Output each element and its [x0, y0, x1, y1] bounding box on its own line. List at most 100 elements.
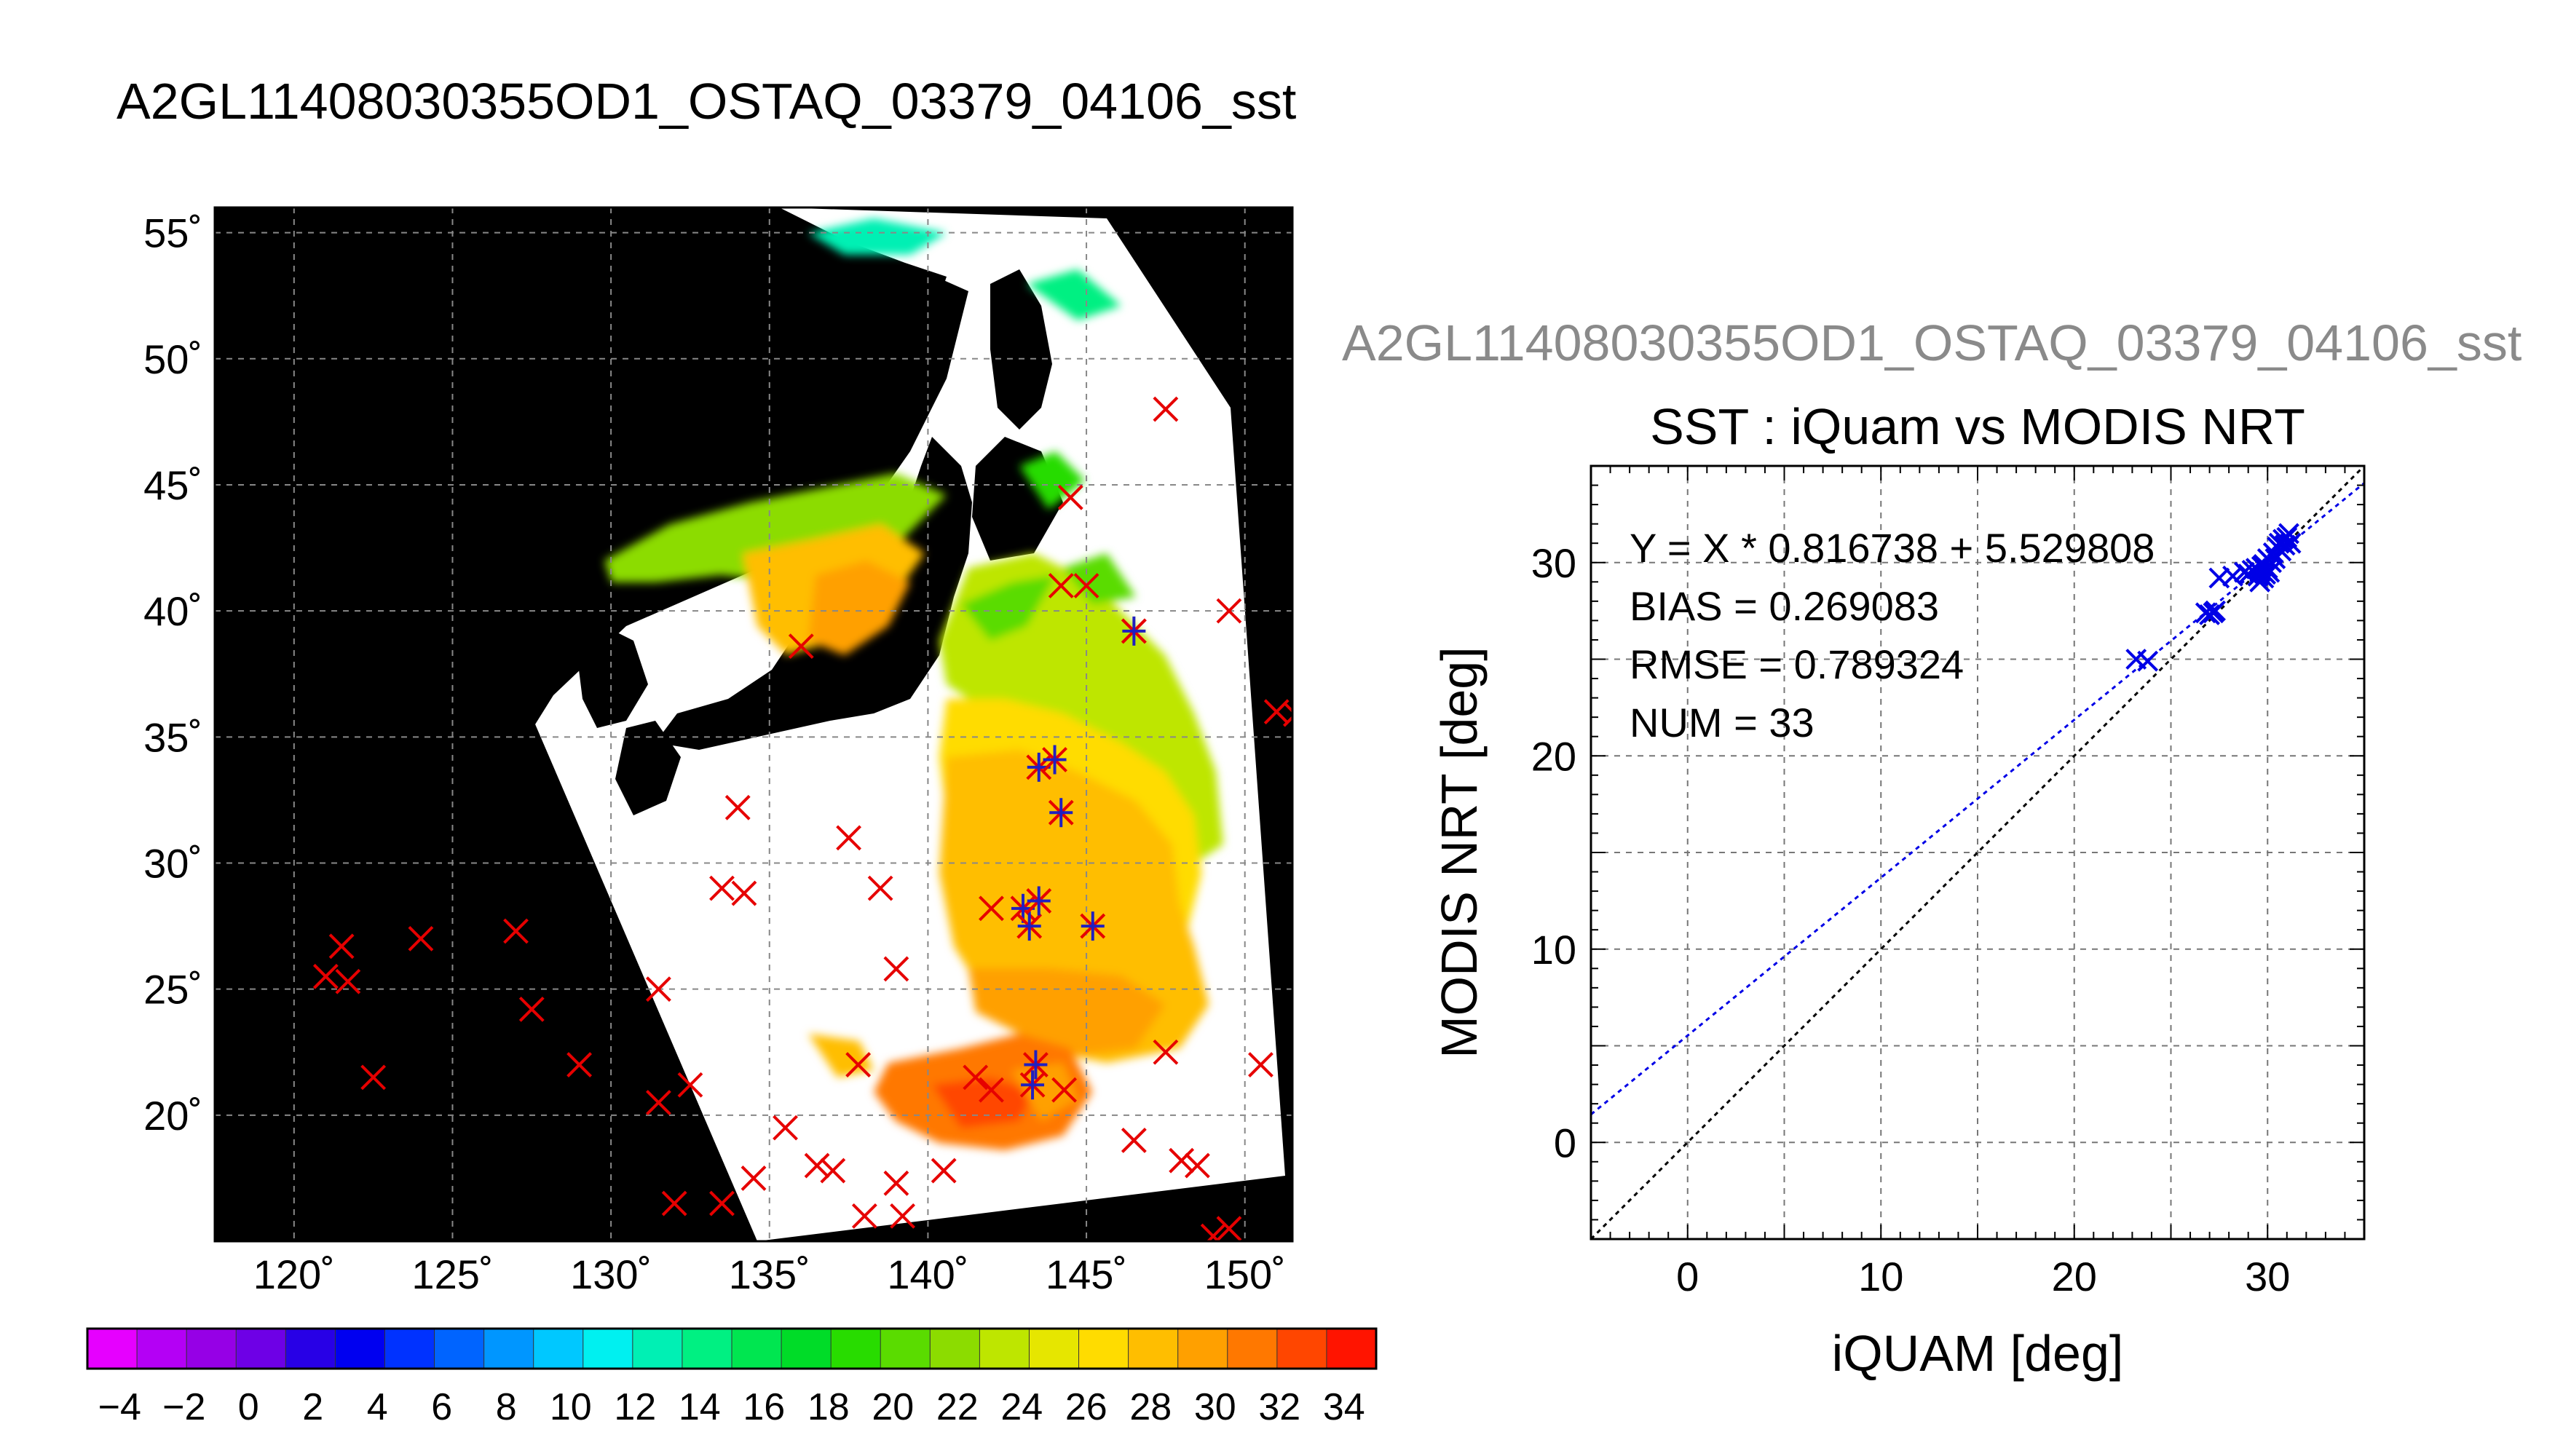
colorbar-cell	[731, 1328, 783, 1369]
map-match-point-red	[645, 976, 671, 1002]
map-match-point-red	[1282, 701, 1292, 727]
scatter-y-tick-label: 30	[1531, 540, 1576, 586]
map-match-point-red	[1200, 1223, 1226, 1241]
map-match-point-red	[518, 996, 545, 1022]
colorbar-tick-label: −4	[98, 1386, 141, 1428]
scatter-ylabel: MODIS NRT [deg]	[1431, 646, 1488, 1058]
page-title: A2GL11408030355OD1_OSTAQ_03379_04106_sst	[117, 73, 1296, 130]
map-match-point-blue	[1048, 798, 1074, 828]
colorbar-cell	[1227, 1328, 1279, 1369]
colorbar-tick-label: 0	[238, 1386, 259, 1428]
map-match-point-red	[820, 1158, 846, 1184]
scatter-point	[2205, 600, 2226, 622]
scatter-x-tick-label: 0	[1676, 1254, 1699, 1299]
map-match-point-blue	[1016, 911, 1043, 941]
colorbar-cell	[632, 1328, 684, 1369]
colorbar-tick-label: 12	[614, 1386, 656, 1428]
map-match-point-red	[1184, 1152, 1210, 1179]
scatter-y-tick-label: 20	[1531, 733, 1576, 779]
scatter-grid	[1591, 466, 2364, 1239]
colorbar-cell	[136, 1328, 188, 1369]
map-match-point-blue	[1019, 1070, 1046, 1100]
colorbar-tick-label: 18	[807, 1386, 850, 1428]
map-match-point-red	[328, 933, 355, 960]
map-match-point-blue	[1121, 616, 1147, 646]
map-match-point-red	[408, 925, 434, 951]
colorbar-cell	[434, 1328, 486, 1369]
colorbar-tick-label: 30	[1194, 1386, 1236, 1428]
map-match-point-red	[566, 1052, 593, 1077]
map-lat-tick-label: 25˚	[143, 967, 202, 1013]
scatter-x-tick-label: 20	[2052, 1254, 2097, 1299]
scatter-point	[2274, 534, 2296, 556]
map-match-point-red	[312, 963, 339, 989]
land-sakhalin	[990, 269, 1052, 430]
map-match-point-red	[963, 1064, 989, 1091]
land-mainland	[215, 207, 947, 1241]
colorbar-tick-label: 26	[1065, 1386, 1107, 1428]
colorbar-cell	[533, 1328, 585, 1369]
map-match-point-red	[1153, 1039, 1179, 1065]
map-match-point-red	[931, 1158, 957, 1184]
map-match-point-red	[979, 1077, 1004, 1103]
map-match-point-blue	[1026, 886, 1052, 916]
map-match-point-red	[1073, 573, 1099, 598]
scatter-panel: A2GL11408030355OD1_OSTAQ_03379_04106_sst…	[1342, 314, 2522, 1382]
identity-line	[1591, 466, 2364, 1239]
map-lon-tick-label: 145˚	[1046, 1251, 1127, 1297]
map-match-point-red	[503, 918, 529, 944]
scatter-point	[2256, 548, 2278, 569]
map-match-point-red	[851, 1203, 877, 1229]
colorbar-tick-label: 24	[1000, 1386, 1043, 1428]
map-match-point-red	[677, 1072, 703, 1098]
map-match-point-blue	[1042, 745, 1067, 775]
colorbar-cell	[285, 1328, 336, 1369]
map-match-point-red	[788, 633, 814, 660]
map-match-point-red	[360, 1064, 387, 1091]
map-lat-tick-label: 20˚	[143, 1093, 202, 1139]
colorbar-cell	[1326, 1328, 1378, 1369]
colorbar-cell	[334, 1328, 386, 1369]
map-lon-tick-label: 150˚	[1204, 1251, 1286, 1297]
sst-map-panel: 20˚ 25˚ 30˚ 35˚ 40˚ 45˚ 50˚ 55˚ 120˚ 125˚ 130˚ 135…	[143, 206, 1294, 1297]
map-match-point-red	[883, 956, 909, 982]
colorbar-cell	[880, 1328, 931, 1369]
map-match-point-red	[1216, 1216, 1242, 1241]
colorbar-tick-label: 8	[496, 1386, 517, 1428]
scatter-point	[2137, 650, 2159, 672]
map-match-point-blue	[1080, 911, 1106, 941]
colorbar-cell	[682, 1328, 733, 1369]
map-lon-tick-label: 125˚	[411, 1251, 493, 1297]
colorbar-cell	[583, 1328, 634, 1369]
colorbar-tick-label: 6	[431, 1386, 452, 1428]
scatter-header: A2GL11408030355OD1_OSTAQ_03379_04106_sst	[1342, 314, 2522, 371]
scatter-point	[2249, 571, 2271, 593]
map-match-point-red	[731, 880, 757, 906]
scatter-y-tick-label: 10	[1531, 927, 1576, 973]
colorbar-cell	[235, 1328, 287, 1369]
colorbar-cell	[929, 1328, 981, 1369]
colorbar-cell	[1177, 1328, 1229, 1369]
colorbar-tick-label: 32	[1258, 1386, 1300, 1428]
scatter-point	[2280, 532, 2302, 554]
colorbar-cell	[1078, 1328, 1130, 1369]
colorbar-tick-label: 2	[302, 1386, 323, 1428]
colorbar-tick-label: 10	[550, 1386, 592, 1428]
scatter-frame	[1590, 464, 2366, 1241]
colorbar-cell	[1128, 1328, 1180, 1369]
scatter-y-tick-labels: 0 10 20 30	[1531, 540, 1576, 1166]
colorbar-tick-label: −2	[162, 1386, 205, 1428]
map-lat-tick-label: 35˚	[143, 714, 202, 760]
map-match-point-red	[661, 1190, 687, 1216]
colorbar-tick-label: 28	[1129, 1386, 1172, 1428]
map-match-point-red	[741, 1166, 767, 1191]
stat-fit-equation: Y = X * 0.816738 + 5.529808	[1630, 525, 2155, 571]
map-lon-tick-label: 135˚	[729, 1251, 810, 1297]
colorbar-cell	[1276, 1328, 1328, 1369]
map-lon-tick-label: 120˚	[253, 1251, 335, 1297]
map-match-point-red	[1051, 1077, 1078, 1103]
colorbar-tick-label: 34	[1323, 1386, 1365, 1428]
map-match-point-red	[709, 1190, 735, 1216]
scatter-xlabel: iQUAM [deg]	[1832, 1325, 2124, 1382]
